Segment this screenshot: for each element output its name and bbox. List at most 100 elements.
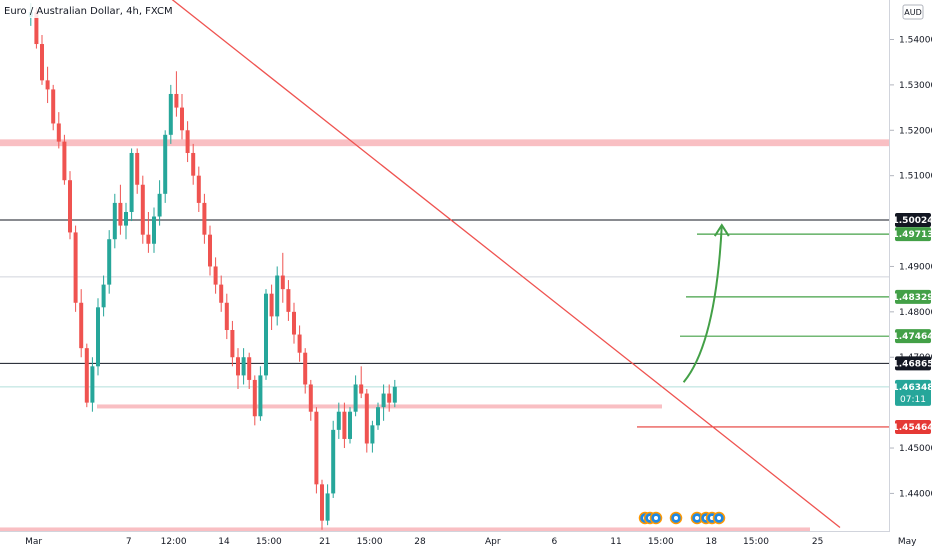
currency-badge[interactable]: AUD	[902, 4, 924, 20]
candle-body	[219, 284, 224, 303]
candle-body	[45, 80, 50, 90]
candle-body	[84, 348, 89, 403]
time-tick-label: Apr	[485, 537, 501, 547]
event-marker[interactable]	[690, 511, 704, 525]
candle-body	[90, 366, 95, 403]
candle-body	[236, 357, 240, 376]
candle-body	[34, 12, 39, 45]
drawings-layer	[162, 0, 841, 528]
candle-body	[96, 307, 100, 367]
price-label-1-48329-box	[895, 289, 931, 304]
price-tick-label: 1.52000	[899, 126, 932, 136]
candle-body	[73, 232, 78, 303]
event-marker[interactable]	[669, 511, 683, 525]
price-tick-label: 1.44000	[899, 489, 932, 499]
event-marker-dot	[717, 516, 721, 520]
candle-body	[140, 184, 145, 235]
time-axis[interactable]	[0, 532, 890, 550]
projection-arrow-head	[713, 223, 730, 237]
title-background	[2, 3, 126, 18]
candle-body	[336, 411, 341, 430]
candle-body	[303, 352, 308, 385]
event-marker[interactable]	[712, 511, 726, 525]
time-tick-label: May	[898, 537, 917, 547]
candle-body	[286, 289, 291, 312]
candle-body	[331, 429, 336, 494]
candle-body	[314, 411, 319, 485]
candle-body	[241, 357, 246, 376]
candle-body	[370, 425, 375, 444]
zone-resistance-zone	[0, 139, 890, 147]
candle-body	[68, 180, 72, 233]
candle-body	[168, 93, 173, 135]
price-label-1-47464: 1.47464	[893, 332, 932, 342]
candle-body	[275, 275, 280, 317]
candle-body	[174, 93, 179, 108]
zone-low-zone	[0, 527, 810, 532]
time-tick-label: 15:00	[743, 537, 769, 547]
candle-body	[152, 216, 156, 244]
price-tick-label: 1.54000	[899, 35, 932, 45]
candle-body	[387, 393, 392, 403]
price-label-1-50024: 1.50024	[893, 216, 932, 226]
current-price-label: 1.46348	[893, 383, 932, 393]
price-label-1-49713: 1.49713	[893, 230, 932, 240]
chart-title: Euro / Australian Dollar, 4h, FXCM	[4, 6, 173, 17]
candle-body	[135, 152, 140, 185]
candle-body	[40, 44, 44, 81]
candle-body	[297, 334, 302, 353]
price-label-1-50024-box	[895, 212, 931, 227]
candle-body	[381, 393, 386, 408]
time-tick-label: 12:00	[161, 537, 187, 547]
candle-body	[376, 407, 380, 426]
candle-body	[107, 239, 112, 285]
candle-body	[185, 130, 190, 153]
candle-body	[196, 175, 201, 203]
price-label-1-46865: 1.46865	[893, 359, 932, 369]
candle-body	[213, 266, 218, 285]
candle-body	[359, 384, 364, 394]
time-tick-label: 7	[126, 537, 132, 547]
candle-body	[112, 202, 117, 240]
zones-layer	[0, 139, 890, 532]
price-axis-labels: 1.50024 1.49713 1.48329 1.47464 1.46865 1.463…	[893, 212, 932, 434]
candle-body	[230, 330, 235, 358]
candle-body	[101, 284, 106, 308]
time-axis-ticks: Mar 7 12:00 14 15:00 21 15:00 28 Apr 6 11 15:00 18 15…	[25, 537, 917, 547]
event-marker[interactable]	[649, 511, 663, 525]
projection-arrow[interactable]	[682, 225, 723, 383]
event-marker-dot	[654, 516, 658, 520]
descending-trendline[interactable]	[162, 0, 841, 528]
candle-body	[247, 357, 252, 380]
event-markers[interactable]	[638, 511, 726, 525]
candle-body	[129, 152, 134, 212]
candle-body	[157, 193, 162, 217]
time-tick-label: 21	[319, 537, 330, 547]
event-marker-dot	[674, 516, 678, 520]
time-tick-label: 15:00	[648, 537, 674, 547]
candle-body	[325, 493, 330, 521]
candle-body	[252, 379, 257, 417]
candle-body	[269, 293, 274, 317]
price-tick-label: 1.51000	[899, 172, 932, 182]
candle-body	[191, 152, 196, 176]
price-axis[interactable]	[890, 0, 932, 532]
candle-body	[146, 234, 151, 244]
candle-body	[124, 211, 128, 226]
candle-body	[320, 484, 324, 521]
time-tick-label: 28	[414, 537, 426, 547]
candle-body	[348, 411, 352, 439]
price-label-1-45464-box	[895, 419, 931, 434]
price-tick-label: 1.45000	[899, 444, 932, 454]
time-tick-label: Mar	[25, 537, 42, 547]
candle-body	[392, 386, 397, 403]
current-price-label-countdown: 07:11	[900, 395, 926, 405]
price-tick-label: 1.48000	[899, 308, 932, 318]
candle-body	[62, 141, 67, 181]
price-tick-label: 1.53000	[899, 81, 932, 91]
candle-body	[208, 234, 212, 267]
candle-body	[292, 311, 296, 335]
price-label-1-47464-box	[895, 329, 931, 344]
